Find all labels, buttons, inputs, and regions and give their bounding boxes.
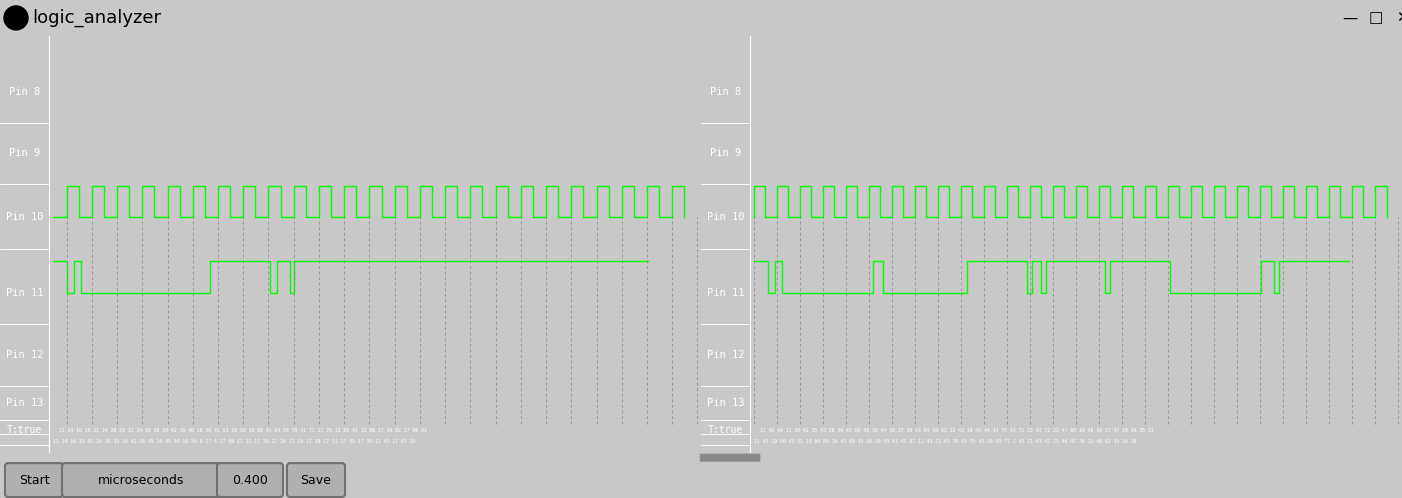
- Text: —: —: [1342, 10, 1357, 25]
- FancyBboxPatch shape: [287, 463, 345, 497]
- FancyBboxPatch shape: [62, 463, 220, 497]
- Text: Pin 10: Pin 10: [707, 212, 744, 223]
- Text: Pin 8: Pin 8: [8, 87, 41, 97]
- Text: Pin 9: Pin 9: [8, 148, 41, 158]
- Text: Pin 11: Pin 11: [6, 287, 43, 297]
- Text: Pin 11: Pin 11: [707, 287, 744, 297]
- Text: 11 14 16 19 21 24 26 29 31 34 16 38 19 42 16 46 16 50 41 53 16 56 10 60 41 64 16: 11 14 16 19 21 24 26 29 31 34 16 38 19 4…: [53, 428, 426, 433]
- Text: 11 46 40 11 30 42 35 43 26 30 43 60 43 16 44 36 37 19 43 64 10 43 22 43 19 43 44: 11 46 40 11 30 42 35 43 26 30 43 60 43 1…: [754, 428, 1154, 433]
- Polygon shape: [10, 12, 22, 24]
- FancyBboxPatch shape: [700, 454, 760, 462]
- Text: T:true: T:true: [708, 425, 743, 435]
- FancyBboxPatch shape: [6, 463, 63, 497]
- Text: ✕: ✕: [1395, 10, 1402, 25]
- Text: Pin 13: Pin 13: [6, 398, 43, 408]
- Text: □: □: [1368, 10, 1384, 25]
- Text: Save: Save: [300, 474, 331, 487]
- Text: Pin 10: Pin 10: [6, 212, 43, 223]
- Text: Pin 8: Pin 8: [709, 87, 742, 97]
- FancyBboxPatch shape: [217, 463, 283, 497]
- Text: 0.400: 0.400: [233, 474, 268, 487]
- Text: Pin 12: Pin 12: [707, 350, 744, 360]
- Circle shape: [4, 6, 28, 30]
- Text: Pin 12: Pin 12: [6, 350, 43, 360]
- Text: Pin 13: Pin 13: [707, 398, 744, 408]
- Text: logic_analyzer: logic_analyzer: [32, 9, 161, 27]
- Text: Pin 9: Pin 9: [709, 148, 742, 158]
- Text: 11 43 19 46 43 51 13 60 84 16 43 60 43 36 10 43 41 43 87 11 43 72 43 79 43 75 43: 11 43 19 46 43 51 13 60 84 16 43 60 43 3…: [754, 439, 1136, 444]
- Text: Start: Start: [18, 474, 49, 487]
- Text: T:true: T:true: [7, 425, 42, 435]
- Text: 11 14 16 19 82 24 26 33 16 41 16 45 16 49 54 16 54 9 17 4 17 08 17 12 17 16 17 2: 11 14 16 19 82 24 26 33 16 41 16 45 16 4…: [53, 439, 415, 444]
- Text: microseconds: microseconds: [98, 474, 184, 487]
